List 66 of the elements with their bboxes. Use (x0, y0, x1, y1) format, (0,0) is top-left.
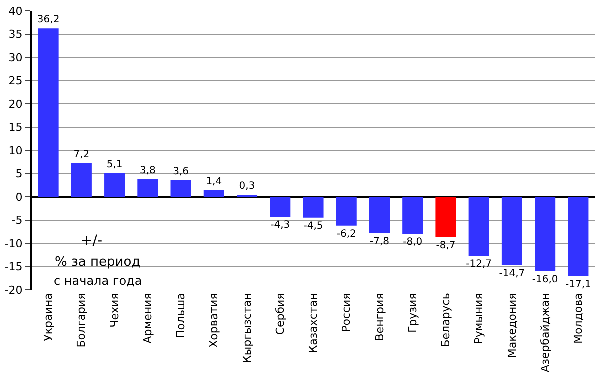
data-label: -8,7 (436, 240, 456, 252)
data-label: 1,4 (206, 176, 222, 188)
y-tick-label: -5 (12, 214, 23, 228)
x-tick-label: Кыргызстан (240, 293, 254, 364)
y-tick-label: 40 (8, 4, 23, 18)
bar (502, 197, 522, 266)
bar (303, 197, 324, 218)
x-tick-label: Россия (340, 293, 354, 332)
annotation: +/- (81, 233, 102, 249)
data-label: 7,2 (74, 150, 90, 161)
data-label: 3,8 (140, 165, 156, 176)
x-tick-label: Грузия (406, 293, 420, 334)
y-tick-label: 30 (8, 51, 23, 64)
bar (468, 197, 490, 256)
x-tick-label: Азербайджан (538, 293, 552, 372)
data-label: -7,8 (370, 236, 390, 248)
bar (71, 164, 92, 197)
y-tick-label: -10 (4, 237, 23, 250)
x-tick-label: Болгария (75, 293, 88, 348)
bar (170, 180, 192, 197)
data-label: 5,1 (106, 159, 123, 170)
y-tick-label: 20 (8, 98, 23, 111)
data-label: -17,1 (566, 280, 592, 291)
data-label: -6,2 (336, 228, 356, 240)
bar (336, 197, 357, 226)
bar (369, 197, 390, 234)
data-label: -4,3 (270, 220, 290, 231)
data-label: 36,2 (37, 14, 60, 26)
x-tick-label: Польша (174, 293, 188, 339)
bar (402, 197, 424, 234)
data-label: -4,5 (304, 220, 324, 232)
annotation: % за период (55, 255, 141, 270)
bar (436, 197, 456, 238)
bar (535, 197, 556, 272)
y-tick-label: 35 (8, 28, 23, 42)
x-tick-label: Молдова (572, 293, 586, 344)
data-label: 0,3 (239, 181, 256, 192)
x-tick-label: Украина (42, 293, 56, 342)
annotation: с начала года (54, 274, 142, 288)
bar (270, 197, 291, 217)
y-tick-label: -15 (4, 260, 23, 274)
x-tick-label: Хорватия (208, 293, 221, 348)
x-tick-label: Беларусь (440, 293, 453, 348)
bar (568, 197, 589, 277)
x-tick-label: Македония (506, 293, 519, 358)
bar (38, 28, 59, 197)
x-tick-label: Казахстан (307, 293, 320, 354)
x-tick-label: Румыния (472, 293, 486, 344)
x-tick-label: Армения (141, 293, 154, 344)
y-tick-label: 0 (16, 190, 23, 204)
data-label: -16,0 (532, 274, 558, 286)
x-tick-label: Венгрия (373, 293, 386, 342)
bar (204, 190, 224, 197)
bar (138, 179, 158, 197)
bar (104, 173, 126, 197)
data-label: -14,7 (499, 268, 526, 280)
y-tick-label: 10 (8, 144, 23, 158)
y-tick-label: 25 (8, 74, 23, 88)
data-label: 3,6 (173, 166, 189, 178)
y-tick-label: 15 (8, 121, 23, 134)
x-tick-label: Сербия (274, 293, 287, 336)
data-label: -8,0 (403, 237, 423, 248)
data-label: -12,7 (466, 259, 492, 270)
y-tick-label: 5 (16, 168, 23, 181)
x-tick-label: Чехия (108, 293, 122, 328)
y-tick-label: -20 (4, 284, 23, 297)
